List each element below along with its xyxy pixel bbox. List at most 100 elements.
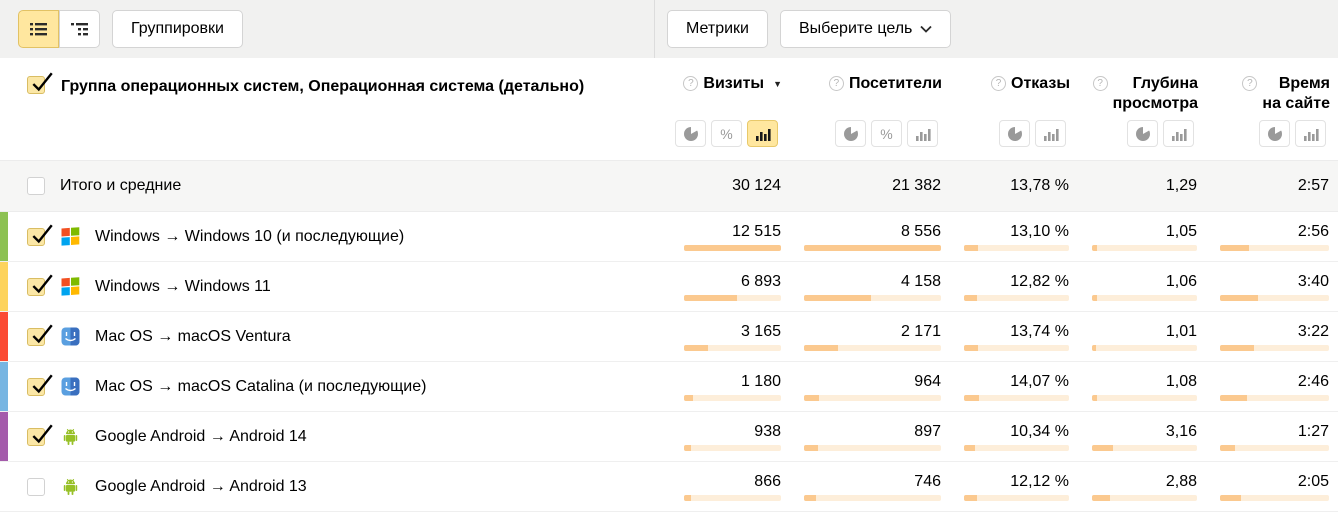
chart-pie-button[interactable] xyxy=(1127,120,1158,147)
cell-visits: 1 180 xyxy=(670,362,790,411)
help-icon[interactable]: ? xyxy=(1242,76,1258,91)
metric-value: 6 893 xyxy=(740,272,781,290)
metric-value: 2:05 xyxy=(1297,472,1329,490)
metric-value: 14,07 % xyxy=(1010,372,1069,390)
metric-value: 1,05 xyxy=(1165,222,1197,240)
metric-bar xyxy=(804,444,941,451)
metric-bar-fill xyxy=(1092,344,1097,351)
totals-bounces: 13,78 % xyxy=(1010,177,1069,194)
row-label-cell: Mac OS → macOS Ventura xyxy=(0,312,670,361)
cell-depth: 1,06 xyxy=(1078,262,1206,311)
table-row[interactable]: Mac OS → macOS Ventura 3 165 2 171 13,74… xyxy=(0,312,1338,362)
chart-percent-button[interactable]: % xyxy=(711,120,742,147)
metric-bar xyxy=(804,494,941,501)
android-logo-icon xyxy=(61,477,80,496)
metric-bar-fill xyxy=(1092,444,1113,451)
cell-depth: 1,05 xyxy=(1078,212,1206,261)
cell-visits: 866 xyxy=(670,462,790,511)
metric-bar xyxy=(964,244,1069,251)
goal-select-button[interactable]: Выберите цель xyxy=(779,10,952,48)
help-icon[interactable]: ? xyxy=(1092,76,1108,91)
help-icon[interactable]: ? xyxy=(991,76,1006,91)
cell-time: 3:40 xyxy=(1206,262,1338,311)
row-color-stripe xyxy=(0,362,8,411)
metric-bar xyxy=(1220,444,1329,451)
chart-bars-button[interactable] xyxy=(1295,120,1326,147)
metric-bar-fill xyxy=(1092,494,1110,501)
column-time-sort[interactable]: ? Время на сайте xyxy=(1242,74,1330,114)
table-row[interactable]: Google Android → Android 13 866 746 12,1… xyxy=(0,462,1338,512)
cell-depth: 1,01 xyxy=(1078,312,1206,361)
table-row[interactable]: Windows → Windows 10 (и последующие) 12 … xyxy=(0,212,1338,262)
metric-bar-fill xyxy=(1092,244,1098,251)
row-checkbox[interactable] xyxy=(27,324,53,346)
metric-bar xyxy=(964,444,1069,451)
column-header-visits: ? Визиты ▼ % xyxy=(670,58,790,160)
metric-value: 3:40 xyxy=(1297,272,1329,290)
row-checkbox[interactable] xyxy=(27,424,53,446)
windows-logo-icon xyxy=(61,277,80,296)
row-color-stripe xyxy=(0,262,8,311)
cell-visitors: 964 xyxy=(790,362,950,411)
chart-pie-button[interactable] xyxy=(675,120,706,147)
chart-pie-button[interactable] xyxy=(835,120,866,147)
help-icon[interactable]: ? xyxy=(828,76,844,91)
column-bounces-sort[interactable]: ? Отказы xyxy=(991,74,1070,94)
row-label-cell: Google Android → Android 14 xyxy=(0,412,670,461)
metric-bar-fill xyxy=(1220,494,1241,501)
table-row[interactable]: Windows → Windows 11 6 893 4 158 12,82 %… xyxy=(0,262,1338,312)
row-label-cell: Windows → Windows 10 (и последующие) xyxy=(0,212,670,261)
cell-visitors: 897 xyxy=(790,412,950,461)
row-label: Windows → Windows 10 (и последующие) xyxy=(95,227,405,245)
totals-checkbox[interactable] xyxy=(27,177,45,195)
column-visits-sort[interactable]: ? Визиты ▼ xyxy=(683,74,782,94)
sort-desc-icon[interactable]: ▼ xyxy=(773,79,782,89)
chart-pie-button[interactable] xyxy=(1259,120,1290,147)
column-depth-sort[interactable]: ? Глубина просмотра xyxy=(1092,74,1198,114)
metric-bar xyxy=(964,394,1069,401)
row-checkbox[interactable] xyxy=(27,374,53,396)
metric-value: 866 xyxy=(754,472,781,490)
cell-visitors: 746 xyxy=(790,462,950,511)
row-checkbox[interactable] xyxy=(27,477,45,496)
cell-depth: 1,08 xyxy=(1078,362,1206,411)
metrics-button[interactable]: Метрики xyxy=(667,10,768,48)
table-row[interactable]: Mac OS → macOS Catalina (и последующие) … xyxy=(0,362,1338,412)
metric-value: 1:27 xyxy=(1297,422,1329,440)
metric-bar-fill xyxy=(964,444,975,451)
metric-value: 2:56 xyxy=(1297,222,1329,240)
chart-type-buttons-bounces xyxy=(999,120,1066,147)
table-row[interactable]: Google Android → Android 14 938 897 10,3… xyxy=(0,412,1338,462)
chart-bars-button[interactable] xyxy=(907,120,938,147)
row-label: Mac OS → macOS Catalina (и последующие) xyxy=(95,377,427,395)
list-view-button[interactable] xyxy=(18,10,59,48)
metric-bar xyxy=(1092,244,1197,251)
row-checkbox[interactable] xyxy=(27,224,53,246)
tree-view-button[interactable] xyxy=(59,10,100,48)
help-icon[interactable]: ? xyxy=(683,76,699,91)
chart-bars-button[interactable] xyxy=(1163,120,1194,147)
metric-bar xyxy=(1092,344,1197,351)
metric-bar xyxy=(804,244,941,251)
chart-bars-button[interactable] xyxy=(747,120,778,147)
chart-pie-button[interactable] xyxy=(999,120,1030,147)
column-header-visitors: ? Посетители % xyxy=(790,58,950,160)
row-color-stripe xyxy=(0,212,8,261)
table-body: Windows → Windows 10 (и последующие) 12 … xyxy=(0,212,1338,512)
select-all-checkbox[interactable] xyxy=(27,72,53,94)
goal-select-label: Выберите цель xyxy=(798,20,913,37)
groupings-button[interactable]: Группировки xyxy=(112,10,243,48)
row-checkbox[interactable] xyxy=(27,274,53,296)
row-label-cell: Windows → Windows 11 xyxy=(0,262,670,311)
metric-bar xyxy=(684,294,781,301)
metric-bar-fill xyxy=(684,494,691,501)
totals-visitors: 21 382 xyxy=(892,177,941,194)
column-visitors-sort[interactable]: ? Посетители xyxy=(828,74,942,94)
metric-value: 12 515 xyxy=(732,222,781,240)
chart-percent-button[interactable]: % xyxy=(871,120,902,147)
metric-value: 1,01 xyxy=(1165,322,1197,340)
chart-bars-button[interactable] xyxy=(1035,120,1066,147)
metric-value: 1,08 xyxy=(1165,372,1197,390)
totals-visits: 30 124 xyxy=(732,177,781,194)
metric-bar-fill xyxy=(804,294,872,301)
